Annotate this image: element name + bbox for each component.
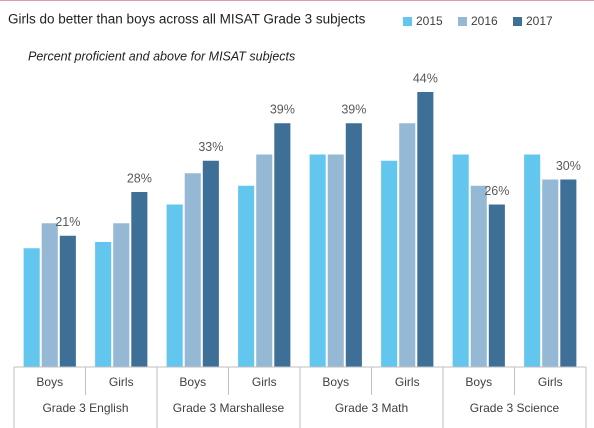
legend-label: 2017 <box>526 14 553 28</box>
bar <box>488 204 505 367</box>
bar <box>59 235 76 367</box>
x-tick-label: Girls <box>538 375 563 389</box>
data-label: 26% <box>484 184 509 198</box>
bar <box>381 160 398 367</box>
legend-label: 2015 <box>416 14 443 28</box>
x-tick-label: Girls <box>395 375 420 389</box>
chart-subtitle: Percent proficient and above for MISAT s… <box>28 49 295 63</box>
data-label: 39% <box>270 103 295 117</box>
bar <box>184 173 201 367</box>
bar <box>131 192 148 367</box>
group-label: Grade 3 Science <box>470 401 560 415</box>
x-tick-label: Boys <box>465 375 492 389</box>
bar <box>23 248 40 367</box>
bar <box>524 154 541 367</box>
group-label: Grade 3 Math <box>335 401 408 415</box>
bar <box>113 223 130 367</box>
x-tick-label: Boys <box>36 375 63 389</box>
chart-title: Girls do better than boys across all MIS… <box>8 12 366 27</box>
data-label: 28% <box>127 171 152 185</box>
bar <box>452 154 469 367</box>
bar <box>274 123 291 367</box>
legend-label: 2016 <box>471 14 498 28</box>
bar <box>256 154 273 367</box>
x-tick-label: Girls <box>109 375 134 389</box>
legend-swatch <box>403 17 412 26</box>
bar <box>327 154 344 367</box>
group-label: Grade 3 English <box>42 401 128 415</box>
data-label: 33% <box>198 140 223 154</box>
group-label: Grade 3 Marshallese <box>173 401 285 415</box>
bar <box>417 92 434 367</box>
data-label: 21% <box>55 215 80 229</box>
x-tick-label: Boys <box>322 375 349 389</box>
bar <box>166 204 183 367</box>
bar <box>202 160 219 367</box>
bar <box>399 123 416 367</box>
legend-swatch <box>513 17 522 26</box>
bar <box>560 179 577 367</box>
x-tick-label: Girls <box>252 375 277 389</box>
bar <box>542 179 559 367</box>
x-tick-label: Boys <box>179 375 206 389</box>
bar <box>238 185 255 367</box>
data-label: 39% <box>341 103 366 117</box>
bar <box>95 242 112 367</box>
legend-swatch <box>458 17 467 26</box>
bar <box>41 223 58 367</box>
bar <box>309 154 326 367</box>
bar <box>470 185 487 367</box>
data-label: 30% <box>556 159 581 173</box>
data-label: 44% <box>413 71 438 85</box>
bar <box>345 123 362 367</box>
